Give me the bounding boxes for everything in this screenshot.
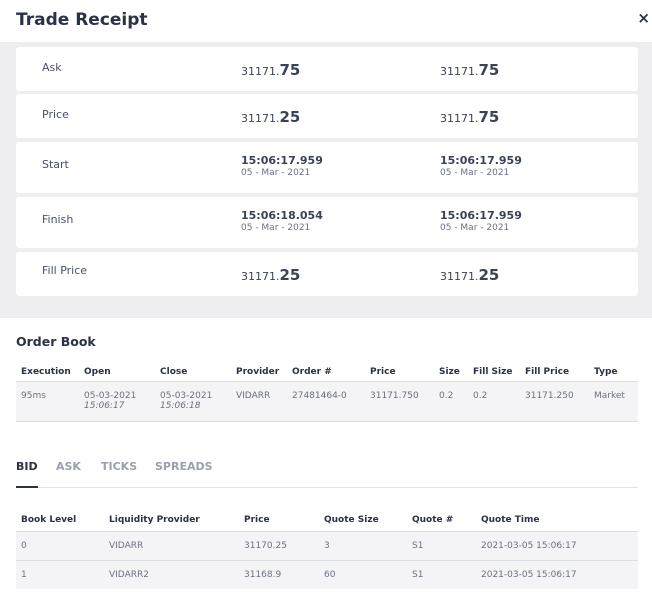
col-size: Size (439, 367, 460, 378)
ask-card: Ask 31171.75 31171.75 (16, 47, 638, 91)
book-price-cell: 31168.9 (239, 559, 319, 589)
col-fill-price: Fill Price (525, 367, 570, 378)
finish-card: Finish 15:06:18.054 05 - Mar - 2021 15:0… (16, 197, 638, 248)
bid-book-header-row: Book Level Liquidity Provider Price Quot… (16, 510, 638, 531)
table-row: 95ms 05-03-2021 15:06:17 05-03-2021 15:06:… (16, 380, 638, 422)
fill-price-value-2-base: 31171. (440, 270, 479, 283)
order-book-table: Execution Open Close Provider Order # Pr… (16, 364, 638, 422)
col-execution: Execution (21, 367, 71, 378)
col-quote-size: Quote Size (324, 515, 379, 526)
start-value-2: 15:06:17.959 05 - Mar - 2021 (440, 154, 522, 179)
start-value-1: 15:06:17.959 05 - Mar - 2021 (241, 154, 323, 179)
open-cell: 05-03-2021 15:06:17 (79, 380, 155, 422)
table-row: 0 VIDARR 31170.25 3 S1 2021-03-05 15:06:… (16, 530, 638, 560)
finish-value-1: 15:06:18.054 05 - Mar - 2021 (241, 209, 323, 234)
tab-ticks[interactable]: TICKS (101, 460, 138, 473)
dialog-header: Trade Receipt × (0, 0, 652, 42)
col-type: Type (594, 367, 618, 378)
fill-price-value-2-pips: 25 (478, 266, 500, 284)
start-date-1: 05 - Mar - 2021 (241, 168, 311, 178)
finish-date-2: 05 - Mar - 2021 (440, 223, 510, 233)
type-cell: Market (589, 380, 638, 422)
close-time: 15:06:18 (160, 400, 201, 411)
size-cell: 0.2 (434, 380, 468, 422)
book-price-cell: 31170.25 (239, 530, 319, 560)
start-date-2: 05 - Mar - 2021 (440, 168, 510, 178)
quote-time-cell: 2021-03-05 15:06:17 (476, 530, 638, 560)
execution-cell: 95ms (16, 380, 79, 422)
price-value-1-pips: 25 (279, 108, 301, 126)
fill-price-value-2: 31171.25 (440, 266, 499, 284)
fill-price-value-1-base: 31171. (241, 270, 280, 283)
price-card: Price 31171.25 31171.75 (16, 94, 638, 138)
ask-label: Ask (42, 61, 62, 74)
open-time: 15:06:17 (84, 400, 125, 411)
col-price: Price (370, 367, 396, 378)
quote-time-cell: 2021-03-05 15:06:17 (476, 559, 638, 589)
col-book-price: Price (244, 515, 270, 526)
quote-size-cell: 60 (319, 559, 407, 589)
finish-label: Finish (42, 213, 74, 226)
liquidity-provider-cell: VIDARR2 (104, 559, 239, 589)
order-no-cell: 27481464-0 (287, 380, 365, 422)
price-value-2-pips: 75 (478, 108, 500, 126)
start-time-1: 15:06:17.959 (241, 154, 323, 167)
quote-no-cell: S1 (407, 530, 476, 560)
dialog-title: Trade Receipt (16, 10, 148, 30)
close-icon[interactable]: × (637, 9, 650, 27)
trade-summary: Ask 31171.75 31171.75 Price 31171.25 311… (0, 42, 652, 318)
col-liquidity-provider: Liquidity Provider (109, 515, 200, 526)
fill-price-value-1: 31171.25 (241, 266, 300, 284)
price-value-1: 31171.25 (241, 108, 300, 126)
table-row: 1 VIDARR2 31168.9 60 S1 2021-03-05 15:06… (16, 559, 638, 589)
col-quote-time: Quote Time (481, 515, 540, 526)
order-book-header-row: Execution Open Close Provider Order # Pr… (16, 364, 638, 381)
ask-value-1-base: 31171. (241, 65, 280, 78)
start-card: Start 15:06:17.959 05 - Mar - 2021 15:06… (16, 142, 638, 193)
ask-value-1-pips: 75 (279, 61, 301, 79)
close-cell: 05-03-2021 15:06:18 (155, 380, 231, 422)
finish-time-2: 15:06:17.959 (440, 209, 522, 222)
finish-time-1: 15:06:18.054 (241, 209, 323, 222)
fill-price-value-1-pips: 25 (279, 266, 301, 284)
quote-no-cell: S1 (407, 559, 476, 589)
tab-spreads[interactable]: SPREADS (155, 460, 213, 473)
finish-value-2: 15:06:17.959 05 - Mar - 2021 (440, 209, 522, 234)
col-close: Close (160, 367, 188, 378)
start-label: Start (42, 158, 69, 171)
ask-value-2-pips: 75 (478, 61, 500, 79)
ask-value-2-base: 31171. (440, 65, 479, 78)
provider-cell: VIDARR (231, 380, 287, 422)
col-open: Open (84, 367, 111, 378)
price-value-1-base: 31171. (241, 112, 280, 125)
fill-size-cell: 0.2 (468, 380, 520, 422)
ask-value-2: 31171.75 (440, 61, 499, 79)
liquidity-provider-cell: VIDARR (104, 530, 239, 560)
fill-price-card: Fill Price 31171.25 31171.25 (16, 252, 638, 296)
price-label: Price (42, 108, 69, 121)
tab-ask[interactable]: ASK (56, 460, 81, 473)
fill-price-label: Fill Price (42, 264, 88, 277)
col-quote-no: Quote # (412, 515, 454, 526)
book-level-cell: 0 (16, 530, 104, 560)
col-fill-size: Fill Size (473, 367, 513, 378)
start-time-2: 15:06:17.959 (440, 154, 522, 167)
ask-value-1: 31171.75 (241, 61, 300, 79)
close-date: 05-03-2021 (160, 390, 213, 401)
price-value-2: 31171.75 (440, 108, 499, 126)
col-order-no: Order # (292, 367, 332, 378)
fill-price-cell: 31171.250 (520, 380, 589, 422)
book-tabs: BID ASK TICKS SPREADS (16, 460, 638, 488)
order-book-title: Order Book (16, 334, 96, 349)
tab-bid[interactable]: BID (16, 460, 38, 488)
finish-date-1: 05 - Mar - 2021 (241, 223, 311, 233)
book-level-cell: 1 (16, 559, 104, 589)
price-value-2-base: 31171. (440, 112, 479, 125)
open-date: 05-03-2021 (84, 390, 137, 401)
price-cell: 31171.750 (365, 380, 434, 422)
bid-book-table: Book Level Liquidity Provider Price Quot… (16, 510, 638, 589)
quote-size-cell: 3 (319, 530, 407, 560)
col-provider: Provider (236, 367, 280, 378)
col-book-level: Book Level (21, 515, 77, 526)
